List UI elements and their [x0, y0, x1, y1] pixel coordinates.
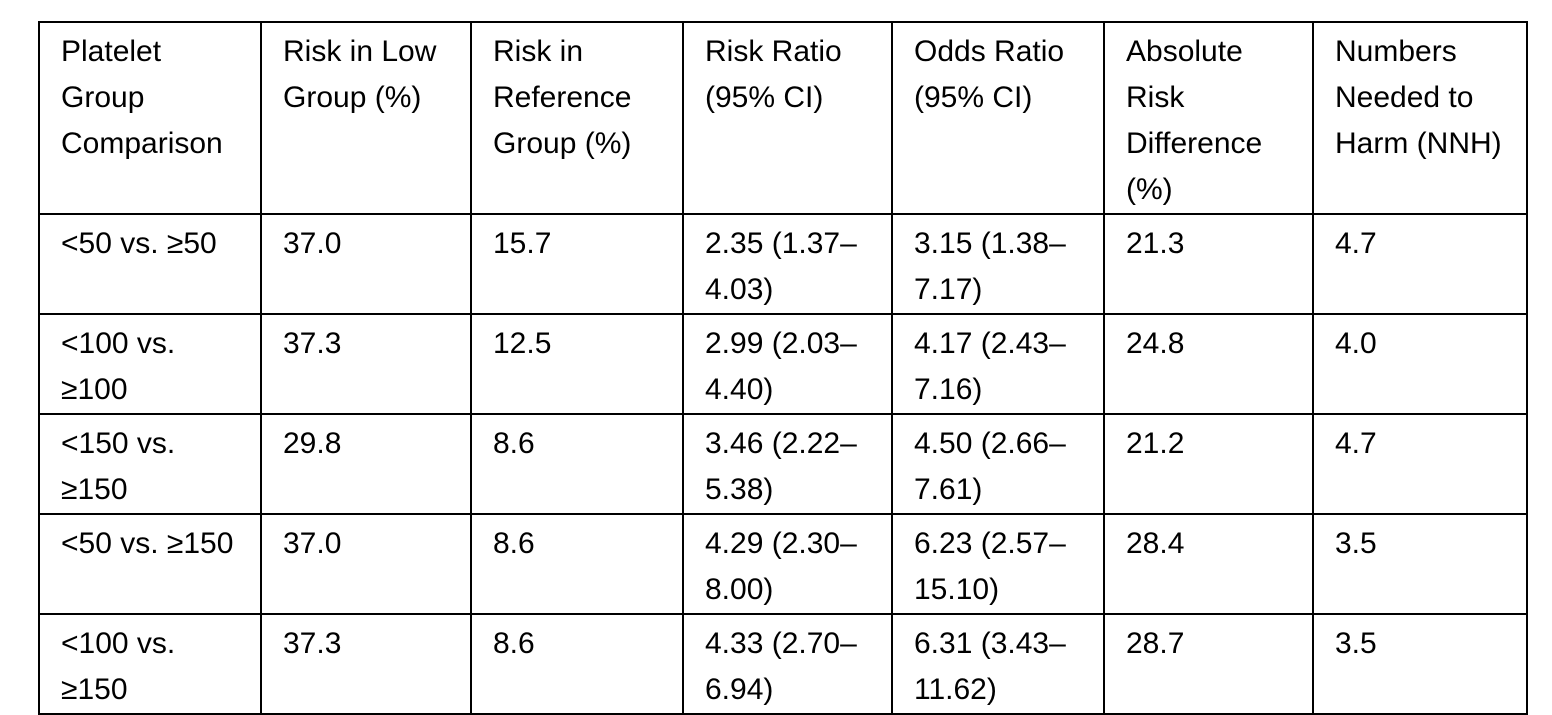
- cell-risk-ratio: 2.99 (2.03–4.40): [682, 313, 893, 415]
- cell-risk-low: 37.0: [260, 513, 472, 615]
- cell-absolute-risk-difference: 21.2: [1103, 413, 1314, 515]
- table-header-row: Platelet Group Comparison Risk in Low Gr…: [38, 21, 1528, 215]
- header-absolute-risk-difference: Absolute Risk Difference (%): [1103, 21, 1314, 215]
- header-risk-reference-group: Risk in Reference Group (%): [470, 21, 684, 215]
- table-row: <100 vs. ≥100 37.3 12.5 2.99 (2.03–4.40)…: [38, 313, 1528, 415]
- cell-nnh: 4.7: [1312, 213, 1528, 315]
- cell-risk-reference: 12.5: [470, 313, 684, 415]
- cell-risk-low: 37.3: [260, 313, 472, 415]
- header-odds-ratio: Odds Ratio (95% CI): [891, 21, 1105, 215]
- cell-absolute-risk-difference: 28.4: [1103, 513, 1314, 615]
- cell-risk-reference: 8.6: [470, 513, 684, 615]
- cell-odds-ratio: 4.50 (2.66–7.61): [891, 413, 1105, 515]
- cell-risk-ratio: 3.46 (2.22–5.38): [682, 413, 893, 515]
- cell-risk-ratio: 4.33 (2.70–6.94): [682, 613, 893, 715]
- cell-absolute-risk-difference: 24.8: [1103, 313, 1314, 415]
- cell-odds-ratio: 3.15 (1.38–7.17): [891, 213, 1105, 315]
- cell-odds-ratio: 6.23 (2.57–15.10): [891, 513, 1105, 615]
- cell-risk-ratio: 4.29 (2.30–8.00): [682, 513, 893, 615]
- cell-risk-ratio: 2.35 (1.37–4.03): [682, 213, 893, 315]
- cell-comparison: <100 vs. ≥100: [38, 313, 262, 415]
- cell-risk-reference: 8.6: [470, 613, 684, 715]
- cell-absolute-risk-difference: 28.7: [1103, 613, 1314, 715]
- cell-nnh: 4.7: [1312, 413, 1528, 515]
- header-risk-low-group: Risk in Low Group (%): [260, 21, 472, 215]
- results-table: Platelet Group Comparison Risk in Low Gr…: [38, 21, 1528, 715]
- cell-comparison: <50 vs. ≥150: [38, 513, 262, 615]
- cell-comparison: <100 vs. ≥150: [38, 613, 262, 715]
- header-platelet-group-comparison: Platelet Group Comparison: [38, 21, 262, 215]
- header-risk-ratio: Risk Ratio (95% CI): [682, 21, 893, 215]
- cell-risk-reference: 15.7: [470, 213, 684, 315]
- cell-risk-low: 29.8: [260, 413, 472, 515]
- table-row: <50 vs. ≥150 37.0 8.6 4.29 (2.30–8.00) 6…: [38, 513, 1528, 615]
- cell-comparison: <50 vs. ≥50: [38, 213, 262, 315]
- cell-odds-ratio: 4.17 (2.43–7.16): [891, 313, 1105, 415]
- cell-risk-low: 37.0: [260, 213, 472, 315]
- cell-odds-ratio: 6.31 (3.43–11.62): [891, 613, 1105, 715]
- cell-comparison: <150 vs. ≥150: [38, 413, 262, 515]
- cell-absolute-risk-difference: 21.3: [1103, 213, 1314, 315]
- cell-risk-reference: 8.6: [470, 413, 684, 515]
- table-row: <150 vs. ≥150 29.8 8.6 3.46 (2.22–5.38) …: [38, 413, 1528, 515]
- cell-nnh: 4.0: [1312, 313, 1528, 415]
- cell-nnh: 3.5: [1312, 613, 1528, 715]
- table-row: <50 vs. ≥50 37.0 15.7 2.35 (1.37–4.03) 3…: [38, 213, 1528, 315]
- header-numbers-needed-to-harm: Numbers Needed to Harm (NNH): [1312, 21, 1528, 215]
- cell-risk-low: 37.3: [260, 613, 472, 715]
- table-row: <100 vs. ≥150 37.3 8.6 4.33 (2.70–6.94) …: [38, 613, 1528, 715]
- cell-nnh: 3.5: [1312, 513, 1528, 615]
